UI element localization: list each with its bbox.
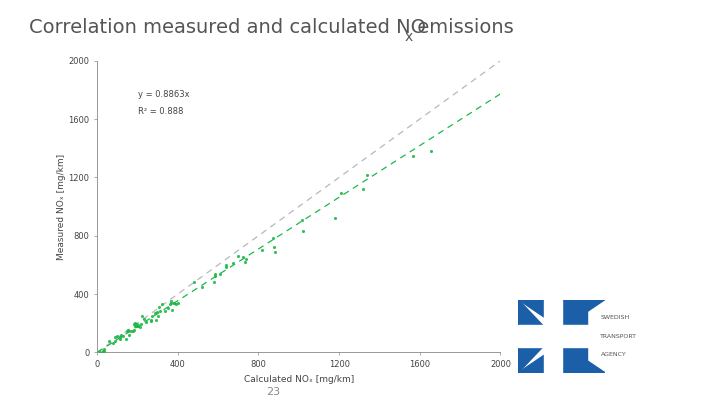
Point [122,327,133,333]
Point [297,228,309,234]
Point [122,328,134,335]
Point [128,321,140,328]
Text: SWEDISH: SWEDISH [600,315,630,320]
Point [220,264,232,270]
Point [98,347,109,354]
Point [127,328,139,335]
Point [125,328,137,335]
Point [107,340,118,346]
Point [109,338,120,344]
Point [159,307,171,314]
Point [132,323,144,330]
Point [153,303,165,310]
Point [155,308,166,315]
Point [168,300,179,306]
Point [132,323,144,330]
Point [256,247,268,254]
Point [138,316,150,323]
Point [94,349,106,356]
Point [109,334,121,340]
Text: 23: 23 [266,387,281,397]
Point [145,318,157,324]
Point [151,309,163,315]
Point [165,301,176,307]
Point [123,332,135,338]
Polygon shape [518,300,605,329]
Point [134,324,145,330]
Point [132,321,143,328]
Point [297,217,308,223]
Point [136,313,148,319]
Point [168,299,179,306]
Point [145,317,156,323]
Point [172,300,184,307]
Point [114,335,125,342]
Text: AGENCY: AGENCY [600,352,626,357]
Text: y = 0.8863x: y = 0.8863x [138,90,189,99]
Y-axis label: Measured NOₓ [mg/km]: Measured NOₓ [mg/km] [57,153,66,260]
Point [98,345,109,352]
Polygon shape [518,343,605,373]
Text: R² = 0.888: R² = 0.888 [138,107,183,116]
Polygon shape [544,300,562,373]
Point [238,254,249,260]
Point [426,148,437,155]
Point [135,321,147,328]
Point [239,258,251,265]
Point [152,312,163,319]
Point [147,312,158,319]
Point [165,300,176,306]
Point [240,256,252,262]
Point [329,215,341,221]
Polygon shape [518,300,553,373]
Point [220,262,232,269]
Bar [518,300,588,373]
Point [361,171,372,178]
Point [117,333,129,339]
Point [130,322,142,329]
Point [156,301,168,307]
Point [336,190,347,196]
Text: emissions: emissions [412,18,514,37]
Point [122,328,133,334]
Text: x: x [405,30,413,45]
Point [99,347,110,354]
Point [162,305,174,311]
Point [150,317,161,324]
Point [171,301,182,307]
Point [111,333,122,339]
Point [269,249,281,255]
Polygon shape [553,300,588,373]
Point [210,273,221,279]
Text: Correlation measured and calculated NO: Correlation measured and calculated NO [29,18,426,37]
Point [115,332,127,338]
Point [188,279,199,285]
Point [408,153,419,159]
Point [129,320,140,326]
Point [130,322,141,329]
Point [233,253,244,259]
Point [140,319,152,326]
Point [208,279,220,286]
Point [150,310,161,317]
Polygon shape [518,325,588,347]
Point [103,338,114,344]
Point [165,298,176,304]
Point [197,284,208,290]
X-axis label: Calculated NOₓ [mg/km]: Calculated NOₓ [mg/km] [243,375,354,384]
Point [128,326,140,333]
Point [357,186,369,192]
Point [228,260,239,266]
Point [166,306,178,313]
Point [209,270,220,277]
Point [215,271,226,277]
Point [267,235,279,242]
Text: TRANSPORT: TRANSPORT [600,334,637,339]
Point [114,333,126,340]
Point [120,336,132,342]
Point [268,244,279,250]
